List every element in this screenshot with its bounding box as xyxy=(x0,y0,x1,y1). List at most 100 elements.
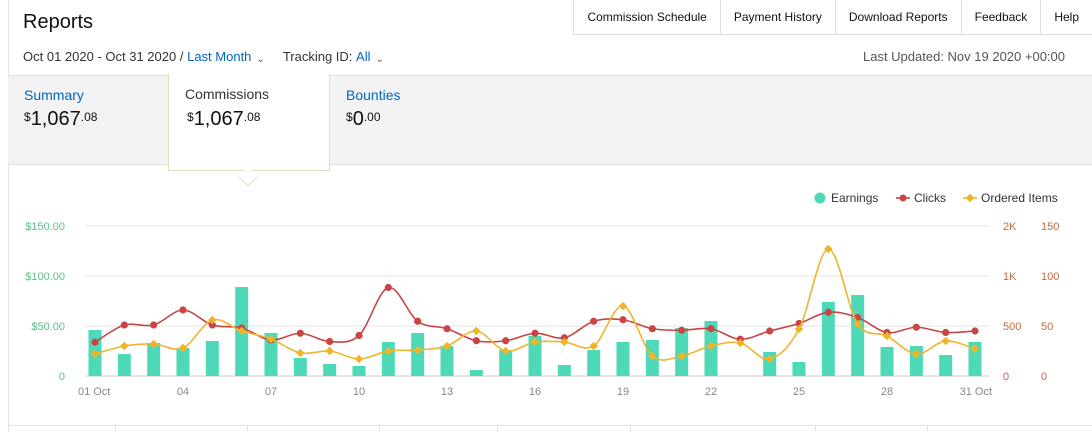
clicks-point xyxy=(120,321,128,329)
chevron-down-icon[interactable]: ⌄ xyxy=(256,54,265,65)
ordered-items-point xyxy=(970,344,980,354)
feedback-button[interactable]: Feedback xyxy=(962,0,1042,35)
tracking-id-dropdown[interactable]: All ⌄ xyxy=(356,49,384,65)
clicks-point xyxy=(912,323,920,331)
x-axis-tick: 13 xyxy=(441,386,453,398)
filter-bar: Oct 01 2020 - Oct 31 2020 / Last Month ⌄ … xyxy=(23,49,384,65)
ordered-items-point xyxy=(706,341,716,351)
clicks-point xyxy=(560,334,568,342)
chart-axes: $150.00 2K 150$100.00 1K 100$50.00 500 500 0 001… xyxy=(25,221,1059,398)
y-axis-left-tick: 0 xyxy=(59,371,65,383)
ordered-items-point xyxy=(237,326,246,336)
ordered-items-point xyxy=(208,315,217,325)
date-separator: / xyxy=(179,49,184,64)
help-button[interactable]: Help xyxy=(1054,10,1079,24)
commissions-tab-label[interactable]: Commissions xyxy=(185,86,270,102)
clicks-point xyxy=(707,325,715,333)
payment-history-button[interactable]: Payment History xyxy=(721,0,836,35)
table-divider xyxy=(115,426,116,432)
earnings-bar xyxy=(821,302,835,376)
y-axis-clicks-tick: 1K xyxy=(1003,271,1017,283)
clicks-point xyxy=(590,317,598,325)
ordered-items-point xyxy=(853,319,862,329)
bounties-tab-label[interactable]: Bounties xyxy=(346,87,401,103)
ordered-items-point xyxy=(354,354,364,364)
commissions-tab-active[interactable]: Commissions $1,067.08 xyxy=(168,74,330,187)
earnings-bar xyxy=(587,350,601,376)
clicks-point xyxy=(414,317,422,325)
ordered-items-point xyxy=(501,346,510,356)
ordered-items-point xyxy=(560,337,569,347)
legend-label: Earnings xyxy=(831,191,878,205)
legend-label: Ordered Items xyxy=(981,191,1058,205)
summary-tab-label[interactable]: Summary xyxy=(24,87,84,103)
ordered-items-point xyxy=(90,349,100,359)
clicks-series xyxy=(91,283,979,346)
table-divider xyxy=(379,426,380,432)
ordered-items-point xyxy=(120,341,129,351)
ordered-items-point xyxy=(648,351,657,361)
y-axis-items-tick: 100 xyxy=(1041,271,1059,283)
ordered-items-legend-icon xyxy=(965,193,975,203)
period-label[interactable]: Last Month xyxy=(187,49,252,64)
clicks-point xyxy=(502,337,510,345)
ordered-items-point xyxy=(618,301,628,311)
download-reports-button[interactable]: Download Reports xyxy=(836,0,962,35)
clicks-point xyxy=(150,321,158,329)
ordered-items-point xyxy=(296,348,305,358)
page-title: Reports xyxy=(23,11,94,33)
clicks-point xyxy=(384,283,392,292)
clicks-point xyxy=(531,329,539,337)
ordered-items-point xyxy=(794,324,804,334)
earnings-bar xyxy=(147,343,161,376)
y-axis-left-tick: $150.00 xyxy=(25,221,65,233)
y-axis-left-tick: $50.00 xyxy=(31,321,65,333)
clicks-point xyxy=(326,337,334,346)
tracking-id-label: Tracking ID: xyxy=(282,49,353,64)
legend-label: Clicks xyxy=(914,191,946,205)
table-divider xyxy=(497,426,498,432)
bounties-tab[interactable]: Bounties $0.00 xyxy=(346,87,400,131)
ordered-items-point xyxy=(325,346,334,356)
clicks-point xyxy=(179,306,187,314)
period-dropdown[interactable]: Last Month ⌄ xyxy=(187,49,265,65)
y-axis-items-tick: 50 xyxy=(1041,321,1053,333)
ordered-items-point xyxy=(530,337,540,347)
ordered-items-point xyxy=(472,326,481,336)
x-axis-tick: 22 xyxy=(705,386,717,398)
earnings-bar xyxy=(616,342,630,376)
clicks-point xyxy=(619,316,627,324)
earnings-bar xyxy=(499,350,513,376)
clicks-point xyxy=(472,337,480,345)
x-axis-tick: 16 xyxy=(529,386,541,398)
clicks-point xyxy=(971,327,979,335)
y-axis-clicks-tick: 2K xyxy=(1003,221,1017,233)
chart-legend: Earnings Clicks Ordered Items xyxy=(814,191,1058,205)
y-axis-clicks-tick: 0 xyxy=(1003,371,1009,383)
ordered-items-point xyxy=(413,345,422,355)
clicks-point xyxy=(296,329,304,337)
summary-tab[interactable]: Summary $1,067.08 xyxy=(24,87,97,131)
x-axis-tick: 28 xyxy=(881,386,893,398)
earnings-bar xyxy=(176,348,190,376)
earnings-bar xyxy=(323,364,337,376)
tracking-id-value[interactable]: All xyxy=(356,49,371,64)
last-updated-text: Last Updated: Nov 19 2020 +00:00 xyxy=(862,49,1065,64)
earnings-bar xyxy=(411,333,425,376)
earnings-bar xyxy=(352,366,366,376)
bottom-table-header xyxy=(8,425,1092,432)
ordered-items-point xyxy=(912,349,921,359)
ordered-items-point xyxy=(677,351,686,361)
bounties-amount: $0.00 xyxy=(346,108,381,130)
table-divider xyxy=(815,426,816,432)
clicks-point xyxy=(648,325,656,333)
clicks-point xyxy=(208,321,216,329)
clicks-point xyxy=(91,338,99,346)
earnings-legend-icon xyxy=(814,192,826,204)
y-axis-clicks-tick: 500 xyxy=(1003,321,1021,333)
x-axis-tick: 31 Oct xyxy=(960,386,992,398)
ordered-items-point xyxy=(442,341,452,351)
summary-amount: $1,067.08 xyxy=(24,108,98,130)
commission-schedule-button[interactable]: Commission Schedule xyxy=(574,0,721,35)
chevron-down-icon[interactable]: ⌄ xyxy=(375,54,384,65)
